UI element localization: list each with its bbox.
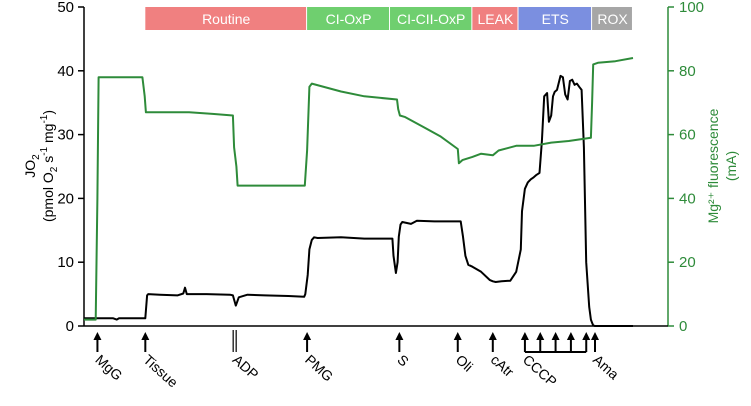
left-axis-title-superscript: -1 — [39, 114, 50, 123]
left-axis-tick-label: 0 — [66, 318, 74, 335]
phase-label: CI-CII-OxP — [397, 11, 465, 27]
phase-label: ETS — [542, 11, 569, 27]
phase-bar — [390, 7, 472, 30]
cccp-titration-arrow-head — [520, 332, 529, 340]
left-axis-tick-label: 10 — [57, 254, 74, 271]
left-axis-title-line1: JO2 — [22, 154, 42, 178]
right-axis-tick-label: 20 — [679, 254, 696, 271]
phase-bar-group: Routine CI-OxP CI-CII-OxP LEAK ETS ROX — [145, 7, 632, 30]
phase-bar — [145, 7, 307, 30]
event-label: cAtr — [488, 351, 517, 380]
left-axis-title-text: s — [40, 156, 56, 167]
left-axis-tick-label: 40 — [57, 63, 74, 80]
axis-titles-group: JO2(pmol O2 s-1 mg-1) Mg²⁺ fluorescence (m… — [22, 108, 739, 223]
event-label: Ama — [590, 351, 622, 382]
phase-label: ROX — [597, 11, 628, 27]
event-arrow-head — [591, 332, 599, 340]
event-arrow-head — [395, 332, 404, 340]
event-label: Oli — [453, 351, 476, 374]
event-markers-group: MgG Tissue ADP PMG S Oli cAtr CCCP Ama — [92, 330, 622, 391]
event-label: CCCP — [520, 351, 560, 389]
left-axis-title-subscript: 2 — [31, 154, 42, 160]
left-axis-title-text: JO — [22, 160, 38, 178]
left-axis-tick-label: 50 — [57, 0, 74, 16]
left-axis-title-text: ) — [40, 110, 56, 115]
cccp-titration-arrow-head — [536, 332, 545, 340]
phase-label: LEAK — [478, 11, 514, 27]
jo2-line — [84, 74, 633, 327]
right-axis-tick-label: 80 — [679, 63, 696, 80]
phase-label: CI-OxP — [326, 11, 372, 27]
phase-label: Routine — [202, 11, 250, 27]
right-axis-tick-label: 100 — [679, 0, 704, 16]
left-axis-tick-label: 20 — [57, 190, 74, 207]
left-axis-title-superscript: -1 — [39, 146, 50, 155]
left-axis-title-text: (pmol O — [40, 172, 56, 222]
series-group — [84, 57, 634, 327]
right-axis-title-line1: Mg²⁺ fluorescence — [705, 108, 721, 223]
right-axis-tick-label: 60 — [679, 127, 696, 144]
event-label: MgG — [92, 351, 125, 383]
axes-group: 0 10 20 30 40 50 0 20 40 60 80 100 — [57, 0, 704, 335]
event-label: ADP — [230, 351, 262, 382]
cccp-titration-arrow-head — [566, 332, 575, 340]
phase-bar — [307, 7, 390, 30]
left-axis-title-text: mg — [40, 124, 56, 147]
cccp-titration-arrow-head — [582, 332, 591, 340]
left-axis-title-subscript: 2 — [49, 166, 60, 172]
phase-bar — [592, 7, 632, 30]
left-axis-tick-label: 30 — [57, 127, 74, 144]
event-label: Tissue — [140, 351, 181, 390]
phase-bar — [518, 7, 592, 30]
left-axis-title-line2: (pmol O2 s-1 mg-1) — [39, 110, 60, 222]
phase-bar — [472, 7, 518, 30]
right-axis-tick-label: 0 — [679, 318, 687, 335]
event-arrow-head — [141, 332, 150, 340]
cccp-titration-arrow-head — [551, 332, 560, 340]
event-label: S — [394, 351, 412, 369]
right-axis-title-line2: (mA) — [723, 151, 739, 181]
right-axis-tick-label: 40 — [679, 190, 696, 207]
event-label: PMG — [302, 351, 336, 384]
event-arrow-head — [93, 332, 102, 340]
event-arrow-head — [488, 332, 497, 340]
event-arrow-head — [303, 332, 312, 340]
event-arrow-head — [453, 332, 462, 340]
mg-fluorescence-line — [84, 57, 634, 321]
